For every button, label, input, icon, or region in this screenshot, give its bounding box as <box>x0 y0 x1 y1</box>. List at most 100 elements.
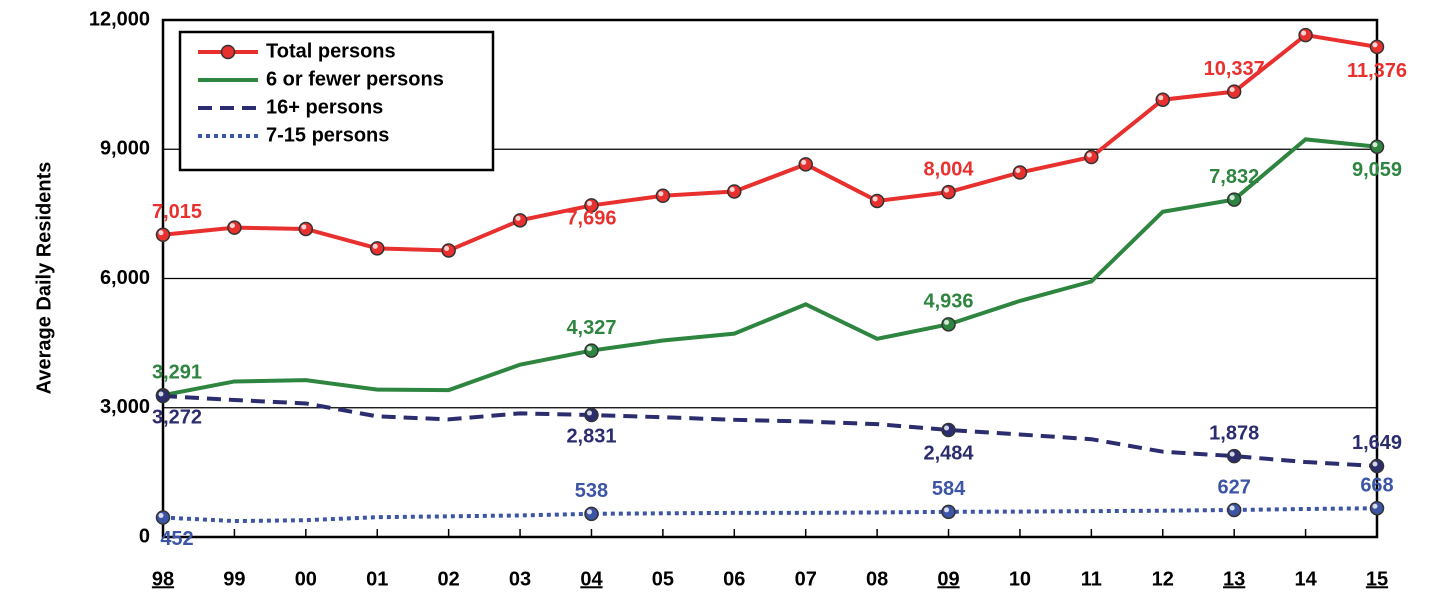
marker-highlight <box>1229 451 1235 457</box>
data-label: 3,291 <box>152 361 202 383</box>
marker-highlight <box>1229 195 1235 201</box>
marker-highlight <box>158 230 164 236</box>
marker-highlight <box>944 187 950 193</box>
marker <box>1369 39 1385 55</box>
legend-label: 6 or fewer persons <box>266 68 444 90</box>
x-tick-label: 11 <box>1081 568 1102 590</box>
marker <box>1369 500 1385 516</box>
marker <box>298 221 314 237</box>
marker <box>155 510 171 525</box>
marker <box>941 504 956 520</box>
marker-highlight <box>1372 503 1378 509</box>
data-label: 538 <box>575 480 608 502</box>
data-label: 11,376 <box>1347 60 1407 82</box>
marker <box>941 317 956 332</box>
legend-label: 7-15 persons <box>266 124 389 146</box>
series-line <box>162 32 1378 253</box>
marker <box>512 213 528 228</box>
x-tick-label: 01 <box>366 568 388 590</box>
marker-highlight <box>1015 168 1021 174</box>
marker <box>155 388 171 404</box>
marker <box>1226 502 1242 518</box>
data-label: 1,878 <box>1209 422 1259 444</box>
marker-highlight <box>1229 505 1235 511</box>
marker-highlight <box>515 215 521 221</box>
marker-highlight <box>658 191 664 197</box>
x-tick-label: 09 <box>937 568 959 590</box>
data-label: 2,831 <box>566 425 616 447</box>
marker <box>441 243 456 258</box>
data-label: 4,936 <box>923 291 973 313</box>
y-tick-label: 9,000 <box>100 138 150 160</box>
marker-highlight <box>1229 87 1235 93</box>
marker-highlight <box>1372 461 1378 467</box>
data-label: 2,484 <box>923 442 974 464</box>
marker-highlight <box>158 513 164 519</box>
marker-highlight <box>801 159 807 165</box>
y-tick-label: 3,000 <box>100 396 150 418</box>
marker-highlight <box>944 425 950 431</box>
marker <box>1369 139 1385 154</box>
marker <box>941 184 956 200</box>
marker-highlight <box>944 319 950 325</box>
data-label: 8,004 <box>923 158 974 180</box>
series-line <box>162 506 1378 524</box>
marker-highlight <box>586 509 592 515</box>
marker <box>798 157 813 172</box>
marker-highlight <box>229 223 235 229</box>
x-tick-label: 08 <box>866 568 888 590</box>
marker <box>584 343 599 358</box>
marker <box>1369 458 1385 474</box>
data-label: 452 <box>160 528 193 550</box>
y-tick-label: 6,000 <box>100 267 150 289</box>
marker-highlight <box>586 346 592 352</box>
marker-highlight <box>1372 42 1378 48</box>
marker <box>1298 27 1313 43</box>
data-label: 7,832 <box>1209 166 1259 188</box>
marker-highlight <box>586 200 592 206</box>
marker <box>1155 92 1171 107</box>
x-tick-label: 04 <box>580 568 603 590</box>
marker <box>584 506 599 522</box>
marker <box>1226 192 1242 207</box>
legend-label: 16+ persons <box>266 96 383 118</box>
marker-highlight <box>1301 30 1307 36</box>
marker-highlight <box>944 507 950 513</box>
data-label: 7,015 <box>152 201 202 223</box>
marker-highlight <box>872 196 878 202</box>
marker <box>869 193 885 209</box>
marker <box>1226 448 1242 464</box>
marker <box>1084 149 1099 165</box>
x-tick-label: 98 <box>152 568 174 590</box>
plot-border <box>161 18 1379 539</box>
data-label: 7,696 <box>566 208 616 230</box>
data-label: 1,649 <box>1352 432 1402 454</box>
x-tick-label: 12 <box>1152 568 1174 590</box>
data-label: 3,272 <box>152 406 202 428</box>
marker <box>369 241 385 256</box>
x-tick-label: 05 <box>652 568 674 590</box>
marker <box>155 227 171 243</box>
data-label: 584 <box>932 478 966 500</box>
marker-highlight <box>301 224 307 230</box>
data-label: 9,059 <box>1352 159 1402 181</box>
marker <box>1012 165 1028 180</box>
y-tick-label: 12,000 <box>89 8 150 30</box>
x-tick-label: 02 <box>438 568 460 590</box>
marker <box>655 188 671 204</box>
legend-marker <box>220 44 236 60</box>
marker <box>941 422 956 438</box>
marker-highlight <box>586 410 592 416</box>
x-tick-label: 10 <box>1009 568 1031 590</box>
x-tick-label: 03 <box>509 568 531 590</box>
legend-box <box>178 30 495 172</box>
x-tick-label: 07 <box>795 568 817 590</box>
y-axis-title: Average Daily Residents <box>33 162 55 395</box>
x-tick-label: 13 <box>1223 568 1245 590</box>
marker-highlight <box>1372 142 1378 148</box>
marker <box>1226 84 1242 99</box>
x-tick-label: 99 <box>223 568 245 590</box>
series-line <box>162 394 1378 468</box>
marker-highlight <box>444 245 450 251</box>
